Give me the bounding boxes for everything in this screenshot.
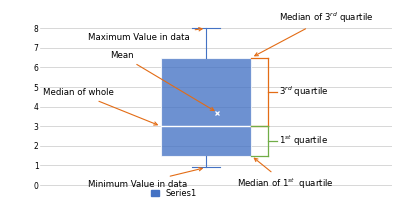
FancyBboxPatch shape: [161, 58, 251, 156]
Text: 3$^{rd}$ quartile: 3$^{rd}$ quartile: [279, 85, 329, 99]
Legend: Series1: Series1: [147, 186, 200, 201]
Text: Minimum Value in data: Minimum Value in data: [88, 168, 202, 189]
Text: Median of 3$^{rd}$ quartile: Median of 3$^{rd}$ quartile: [255, 10, 374, 56]
Text: Mean: Mean: [110, 51, 214, 110]
Text: Maximum Value in data: Maximum Value in data: [88, 28, 202, 42]
Text: 1$^{st}$ quartile: 1$^{st}$ quartile: [279, 134, 328, 148]
Text: Median of 1$^{st}$  quartile: Median of 1$^{st}$ quartile: [237, 158, 334, 191]
Text: Median of whole: Median of whole: [43, 89, 157, 125]
